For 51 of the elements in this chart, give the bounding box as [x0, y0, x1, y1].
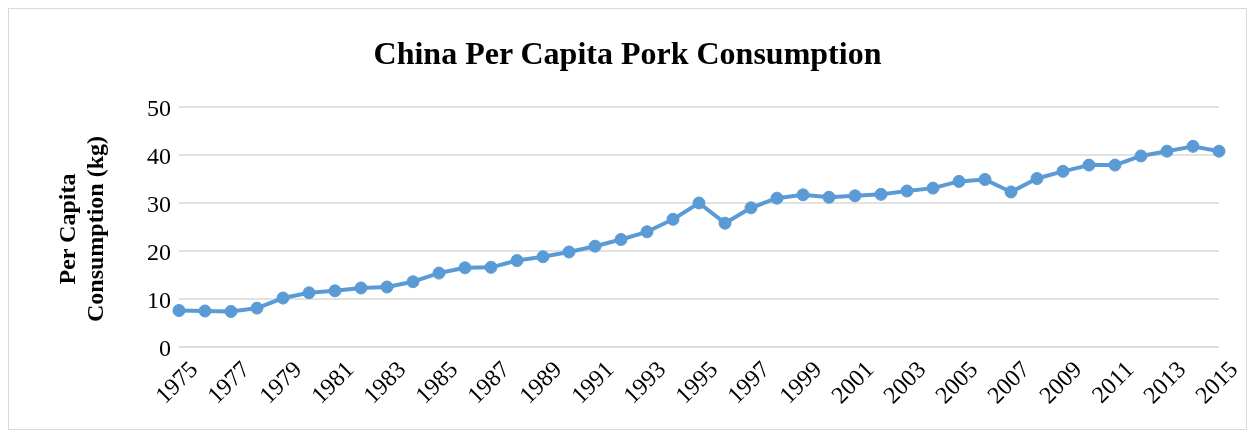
point: [172, 304, 186, 318]
point: [588, 239, 602, 253]
point: [978, 172, 992, 186]
y-tick-label: 0: [159, 334, 171, 361]
point: [640, 225, 654, 239]
point: [198, 304, 212, 318]
point: [822, 190, 836, 204]
point: [484, 260, 498, 274]
point: [692, 196, 706, 210]
point: [718, 216, 732, 230]
point: [276, 291, 290, 305]
point: [614, 232, 628, 246]
point: [224, 304, 238, 318]
y-tick-label: 10: [147, 286, 171, 313]
point: [458, 261, 472, 275]
point: [432, 266, 446, 280]
y-tick-label: 40: [147, 142, 171, 169]
point: [1004, 185, 1018, 199]
chart-title: China Per Capita Pork Consumption: [372, 35, 883, 72]
y-tick-label: 50: [147, 94, 171, 121]
point: [1030, 172, 1044, 186]
point: [848, 189, 862, 203]
point: [1108, 158, 1122, 172]
point: [302, 286, 316, 300]
point: [666, 212, 680, 226]
point: [328, 284, 342, 298]
point: [1212, 144, 1226, 158]
point: [1056, 164, 1070, 178]
point: [1160, 144, 1174, 158]
point: [380, 280, 394, 294]
x-tick-label: 1991: [566, 356, 619, 409]
y-tick-label: 30: [147, 190, 171, 217]
y-tick-label: 20: [147, 238, 171, 265]
point: [770, 191, 784, 205]
point: [536, 250, 550, 264]
point: [250, 301, 264, 315]
point: [562, 245, 576, 259]
point: [744, 201, 758, 215]
point: [406, 275, 420, 289]
point: [1082, 158, 1096, 172]
point: [354, 281, 368, 295]
point: [1134, 149, 1148, 163]
point: [952, 174, 966, 188]
point: [510, 254, 524, 268]
y-axis-title: Per Capita Consumption (kg): [53, 135, 109, 325]
x-tick-label: 1981: [306, 356, 359, 409]
point: [1186, 139, 1200, 153]
point: [874, 187, 888, 201]
point: [796, 188, 810, 202]
point: [900, 184, 914, 198]
point: [926, 181, 940, 195]
